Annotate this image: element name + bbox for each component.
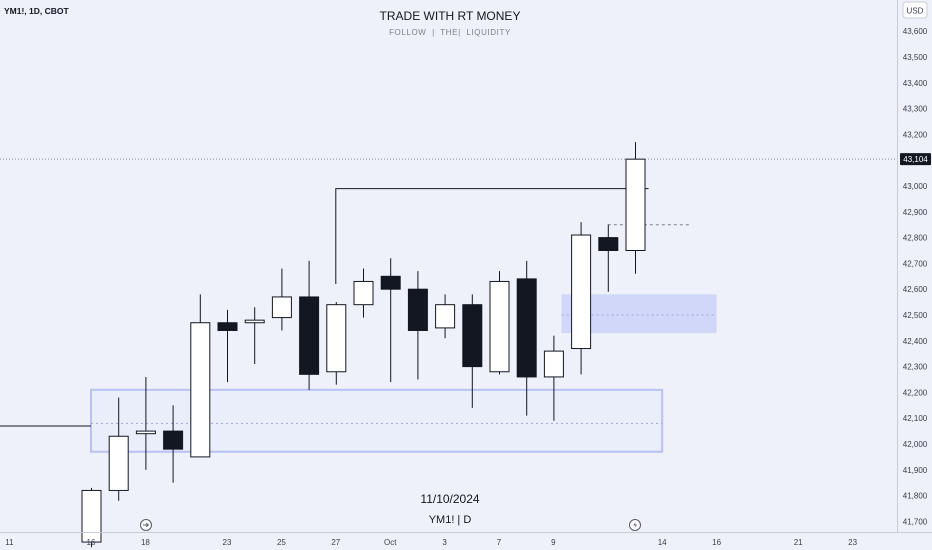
time-tick-label: 27 (331, 538, 340, 547)
candle-0 (81, 487, 102, 548)
watermark-date: 11/10/2024 (420, 492, 479, 506)
candle-body (108, 435, 129, 491)
lightning-icon[interactable] (629, 519, 641, 531)
price-tick-label: 42,000 (903, 440, 928, 449)
candle-6 (244, 307, 265, 365)
price-tick-label: 43,500 (903, 53, 928, 62)
time-tick-label: 16 (87, 538, 96, 547)
line-1 (335, 188, 649, 285)
candle-1 (108, 397, 129, 501)
candle-12 (407, 271, 428, 380)
price-tick-label: 43,600 (903, 27, 928, 36)
candle-body (516, 278, 537, 378)
candle-3 (163, 405, 184, 483)
candle-4 (190, 294, 211, 458)
candle-2 (135, 376, 156, 470)
candle-9 (326, 302, 347, 385)
candle-body (163, 430, 184, 450)
price-tick-label: 42,300 (903, 363, 928, 372)
price-tick-label: 41,700 (903, 517, 928, 526)
price-tick-label: 43,200 (903, 130, 928, 139)
candle-17 (543, 335, 564, 421)
candle-body (81, 489, 102, 543)
price-tick-label: 42,400 (903, 337, 928, 346)
candle-body (217, 322, 238, 331)
candle-body (571, 234, 592, 350)
price-tick-label: 41,900 (903, 466, 928, 475)
time-tick-label: 23 (848, 538, 857, 547)
time-tick-label: 9 (551, 538, 556, 547)
candle-7 (271, 268, 292, 331)
candle-8 (299, 260, 320, 390)
time-tick-label: 21 (794, 538, 803, 547)
candle-body (380, 275, 401, 290)
watermark-symbol-interval: YM1! | D (429, 514, 472, 526)
candle-body (407, 288, 428, 331)
candle-18 (571, 222, 592, 375)
candle-11 (380, 258, 401, 383)
price-tick-label: 43,400 (903, 79, 928, 88)
last-price-label: 43,104 (903, 155, 928, 164)
candle-10 (353, 268, 374, 318)
time-tick-label: 25 (277, 538, 286, 547)
candle-14 (462, 294, 483, 408)
currency-label: USD (907, 7, 924, 16)
candle-20 (625, 142, 646, 274)
candle-19 (598, 224, 619, 292)
candle-body (462, 304, 483, 368)
price-tick-label: 43,300 (903, 105, 928, 114)
currency-button[interactable]: USD (902, 1, 928, 19)
price-tick-label: 42,200 (903, 388, 928, 397)
candle-body (135, 430, 156, 435)
time-tick-label: 16 (712, 538, 721, 547)
candle-body (598, 237, 619, 252)
price-tick-label: 42,800 (903, 234, 928, 243)
candle-body (271, 296, 292, 319)
price-tick-label: 41,800 (903, 492, 928, 501)
time-tick-label: 23 (223, 538, 232, 547)
time-tick-label: 14 (658, 538, 667, 547)
price-tick-label: 43,000 (903, 182, 928, 191)
price-tick-label: 42,100 (903, 414, 928, 423)
candle-body (543, 350, 564, 378)
candle-16 (516, 260, 537, 416)
candle-body (244, 319, 265, 324)
time-tick-label: 3 (442, 538, 447, 547)
price-tick-label: 42,500 (903, 311, 928, 320)
candle-body (190, 322, 211, 458)
zone-0 (90, 388, 664, 453)
time-tick-label: Oct (384, 538, 397, 547)
candle-body (326, 304, 347, 373)
last-price-badge: 43,104 (900, 153, 931, 166)
watermark-title: TRADE WITH RT MONEY (380, 9, 521, 23)
time-tick-label: 7 (497, 538, 502, 547)
price-tick-label: 42,700 (903, 259, 928, 268)
time-tick-label: 18 (141, 538, 150, 547)
candle-body (489, 280, 510, 373)
watermark-subtitle: FOLLOW | THE| LIQUIDITY (389, 28, 511, 37)
candle-body (353, 280, 374, 306)
replay-icon[interactable] (140, 519, 152, 531)
price-tick-label: 42,900 (903, 208, 928, 217)
candle-body (625, 158, 646, 251)
candle-13 (435, 294, 456, 339)
price-tick-label: 42,600 (903, 285, 928, 294)
candle-15 (489, 271, 510, 375)
candle-5 (217, 309, 238, 383)
candle-body (299, 296, 320, 375)
candle-body (435, 304, 456, 329)
time-tick-label: 11 (5, 538, 14, 547)
symbol-legend[interactable]: YM1!, 1D, CBOT (4, 6, 70, 16)
